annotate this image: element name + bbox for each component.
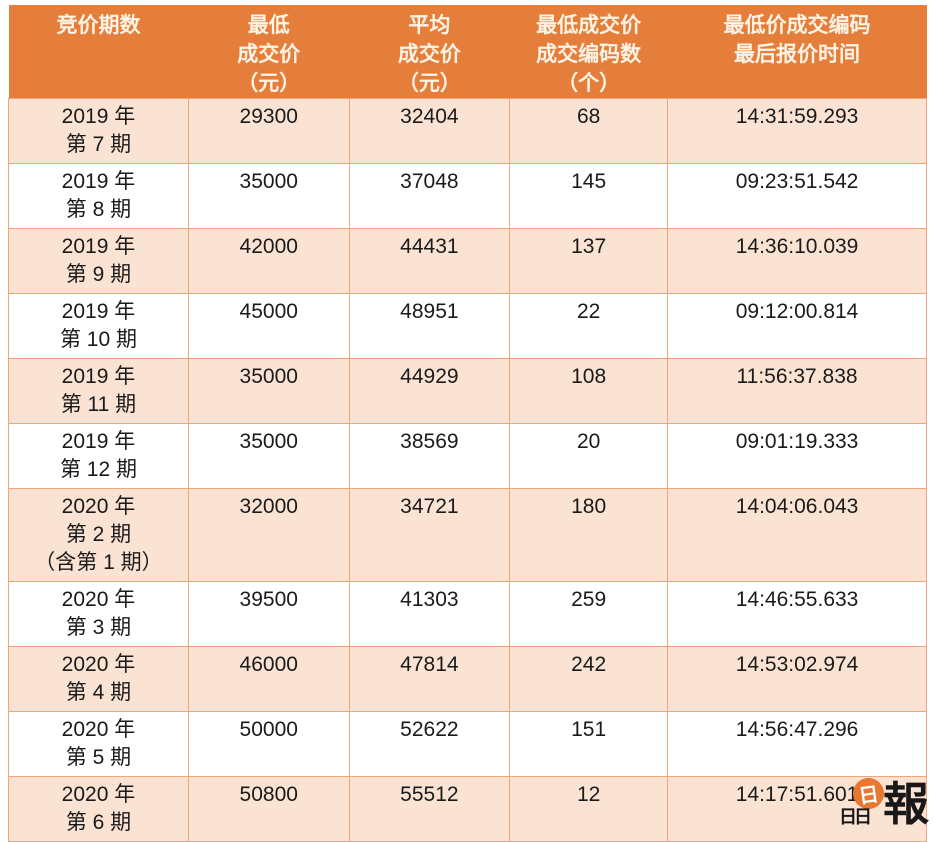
table-row: 2019 年 第 10 期 45000 48951 22 09:12:00.81… (8, 293, 927, 359)
cell-avg-price: 32404 (348, 98, 511, 164)
cell-avg-price: 37048 (348, 163, 511, 229)
table-row: 2020 年 第 6 期 50800 55512 12 14:17:51.601 (8, 776, 927, 842)
cell-period: 2019 年 第 7 期 (8, 98, 189, 164)
cell-last-time: 11:56:37.838 (667, 358, 927, 424)
cell-period: 2020 年 第 5 期 (8, 711, 189, 777)
auction-results-table: 竞价期数 最低 成交价 （元） 平均 成交价 （元） 最低成交价 成交编码数 （… (8, 5, 927, 842)
column-header-last-time: 最低价成交编码 最后报价时间 (667, 5, 927, 99)
cell-period: 2019 年 第 10 期 (8, 293, 189, 359)
cell-code-count: 108 (509, 358, 669, 424)
cell-avg-price: 44431 (348, 228, 511, 294)
table-row: 2020 年 第 2 期 （含第 1 期） 32000 34721 180 14… (8, 488, 927, 582)
table-row: 2020 年 第 3 期 39500 41303 259 14:46:55.63… (8, 581, 927, 647)
table-row: 2020 年 第 4 期 46000 47814 242 14:53:02.97… (8, 646, 927, 712)
cell-period: 2019 年 第 8 期 (8, 163, 189, 229)
column-header-period: 竞价期数 (8, 5, 189, 99)
table-row: 2019 年 第 9 期 42000 44431 137 14:36:10.03… (8, 228, 927, 294)
cell-avg-price: 55512 (348, 776, 511, 842)
cell-period: 2019 年 第 11 期 (8, 358, 189, 424)
cell-last-time: 14:56:47.296 (667, 711, 927, 777)
cell-min-price: 45000 (187, 293, 350, 359)
table-row: 2019 年 第 11 期 35000 44929 108 11:56:37.8… (8, 358, 927, 424)
table-row: 2020 年 第 5 期 50000 52622 151 14:56:47.29… (8, 711, 927, 777)
cell-last-time: 09:12:00.814 (667, 293, 927, 359)
cell-min-price: 35000 (187, 163, 350, 229)
table-row: 2019 年 第 8 期 35000 37048 145 09:23:51.54… (8, 163, 927, 229)
cell-last-time: 14:31:59.293 (667, 98, 927, 164)
cell-code-count: 22 (509, 293, 669, 359)
cell-code-count: 242 (509, 646, 669, 712)
cell-avg-price: 34721 (348, 488, 511, 582)
header-row: 竞价期数 最低 成交价 （元） 平均 成交价 （元） 最低成交价 成交编码数 （… (8, 5, 927, 99)
cell-period: 2020 年 第 4 期 (8, 646, 189, 712)
auction-results-table-container: 竞价期数 最低 成交价 （元） 平均 成交价 （元） 最低成交价 成交编码数 （… (8, 5, 927, 842)
column-header-avg-price: 平均 成交价 （元） (349, 5, 510, 99)
cell-period: 2020 年 第 6 期 (8, 776, 189, 842)
logo-bao-glyph: 報 (883, 779, 929, 830)
cell-min-price: 42000 (187, 228, 350, 294)
cell-last-time: 14:46:55.633 (667, 581, 927, 647)
cell-avg-price: 41303 (348, 581, 511, 647)
column-header-min-price: 最低 成交价 （元） (188, 5, 350, 99)
cell-code-count: 12 (509, 776, 669, 842)
cell-min-price: 35000 (187, 423, 350, 489)
cell-min-price: 35000 (187, 358, 350, 424)
cell-code-count: 151 (509, 711, 669, 777)
cell-min-price: 50800 (187, 776, 350, 842)
table-row: 2019 年 第 7 期 29300 32404 68 14:31:59.293 (8, 98, 927, 164)
cell-last-time: 14:17:51.601 (667, 776, 927, 842)
cell-last-time: 14:04:06.043 (667, 488, 927, 582)
cell-period: 2019 年 第 12 期 (8, 423, 189, 489)
column-header-code-count: 最低成交价 成交编码数 （个） (509, 5, 668, 99)
cell-min-price: 29300 (187, 98, 350, 164)
cell-min-price: 39500 (187, 581, 350, 647)
cell-avg-price: 38569 (348, 423, 511, 489)
cell-code-count: 68 (509, 98, 669, 164)
cell-code-count: 180 (509, 488, 669, 582)
cell-min-price: 46000 (187, 646, 350, 712)
cell-period: 2020 年 第 2 期 （含第 1 期） (8, 488, 189, 582)
cell-min-price: 50000 (187, 711, 350, 777)
cell-last-time: 14:53:02.974 (667, 646, 927, 712)
logo-jing-bottom-glyphs: 日日 (839, 807, 872, 827)
jingbao-newspaper-logo: 日 日日 報 (837, 775, 931, 838)
cell-min-price: 32000 (187, 488, 350, 582)
table-row: 2019 年 第 12 期 35000 38569 20 09:01:19.33… (8, 423, 927, 489)
cell-avg-price: 47814 (348, 646, 511, 712)
cell-period: 2020 年 第 3 期 (8, 581, 189, 647)
cell-last-time: 09:01:19.333 (667, 423, 927, 489)
cell-last-time: 09:23:51.542 (667, 163, 927, 229)
cell-avg-price: 52622 (348, 711, 511, 777)
cell-code-count: 20 (509, 423, 669, 489)
cell-code-count: 145 (509, 163, 669, 229)
cell-avg-price: 48951 (348, 293, 511, 359)
cell-last-time: 14:36:10.039 (667, 228, 927, 294)
cell-period: 2019 年 第 9 期 (8, 228, 189, 294)
cell-code-count: 137 (509, 228, 669, 294)
cell-avg-price: 44929 (348, 358, 511, 424)
cell-code-count: 259 (509, 581, 669, 647)
